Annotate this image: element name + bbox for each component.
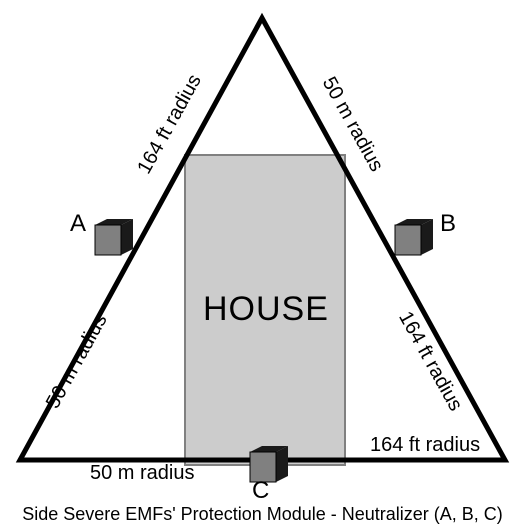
diagram-svg <box>0 0 525 505</box>
diagram-caption: Side Severe EMFs' Protection Module - Ne… <box>0 504 525 525</box>
edge-label-bottom-right: 164 ft radius <box>370 434 480 457</box>
vertex-label-a: A <box>70 210 86 238</box>
house-label: HOUSE <box>203 290 329 329</box>
vertex-label-b: B <box>440 210 456 238</box>
vertex-label-c: C <box>252 477 269 505</box>
edge-label-bottom-left: 50 m radius <box>90 462 195 485</box>
module-b <box>395 219 433 255</box>
module-a <box>95 219 133 255</box>
diagram-stage: HOUSE A B C 164 ft radius 50 m radius 50… <box>0 0 525 531</box>
